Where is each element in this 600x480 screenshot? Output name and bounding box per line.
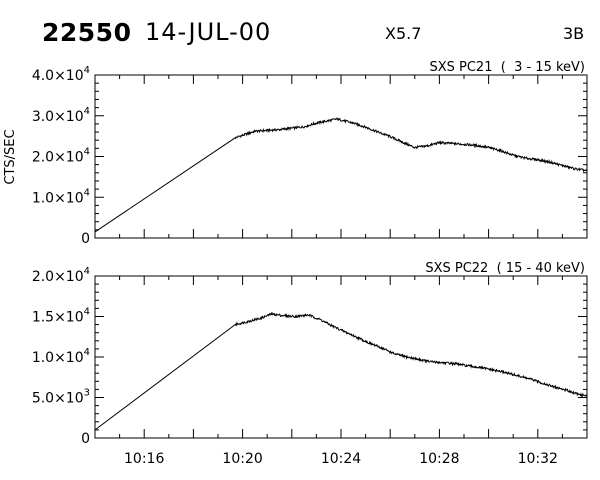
y-tick-label: 1.0×104: [32, 347, 90, 366]
x-tick-label: 10:24: [321, 451, 361, 467]
x-tick-label: 10:32: [518, 451, 558, 467]
y-tick-label: 1.5×104: [32, 307, 90, 326]
y-tick-label: 5.0×103: [32, 388, 90, 407]
series-legend: SXS PC22 ( 15 - 40 keV): [425, 261, 585, 276]
active-region-number: 22550: [42, 18, 132, 47]
y-tick-label: 3.0×104: [32, 106, 90, 125]
y-tick-label: 2.0×104: [32, 147, 90, 166]
y-tick-label: 2.0×104: [32, 266, 90, 285]
count-rate-series-line: [94, 311, 588, 431]
optical-class: 3B: [563, 24, 585, 43]
series-legend: SXS PC21 ( 3 - 15 keV): [429, 60, 585, 75]
plot-frame: [94, 74, 588, 239]
y-tick-label: 4.0×104: [32, 65, 90, 84]
count-rate-series-line: [94, 117, 588, 233]
plot-frame: [94, 275, 588, 439]
y-tick-label: 0: [81, 431, 90, 447]
x-tick-label: 10:20: [222, 451, 262, 467]
y-tick-label: 0: [81, 231, 90, 247]
y-tick-label: 1.0×104: [32, 187, 90, 206]
y-axis-label: CTS/SEC: [3, 129, 18, 184]
xray-class: X5.7: [385, 24, 422, 43]
event-date: 14-JUL-00: [145, 18, 272, 46]
x-tick-label: 10:16: [124, 451, 164, 467]
x-tick-label: 10:28: [419, 451, 459, 467]
plot-header: 22550 14-JUL-00 X5.7 3B: [0, 0, 600, 60]
